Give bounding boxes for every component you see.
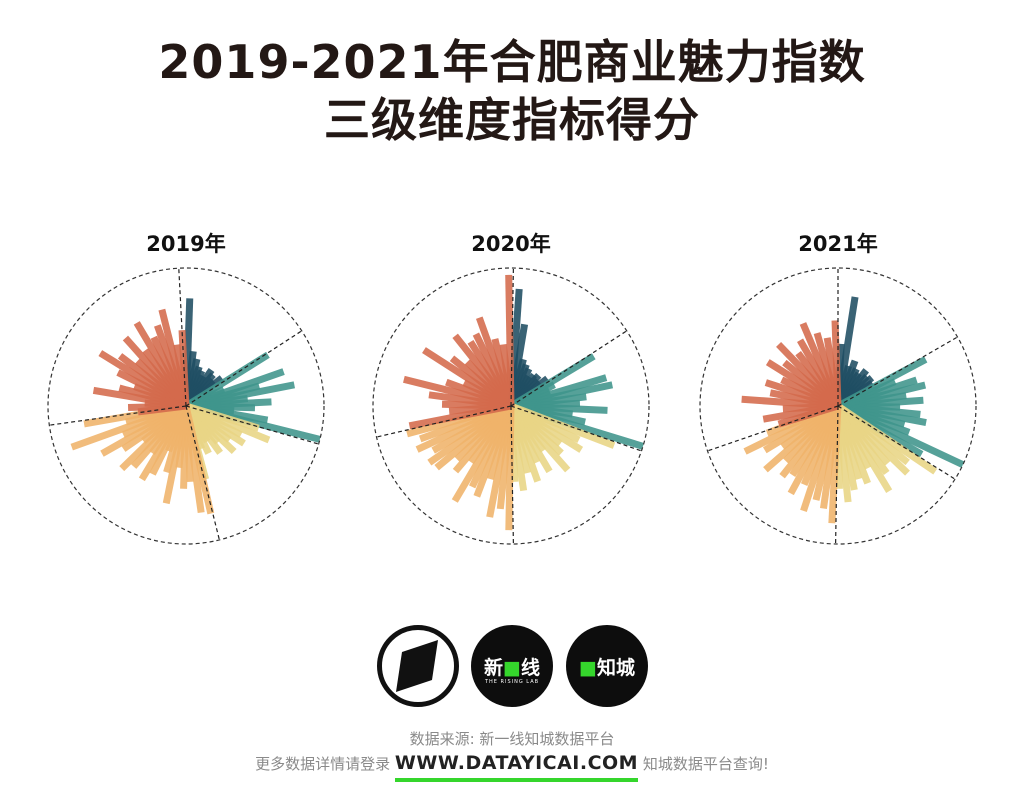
logo2-right-text: 线 [520, 657, 540, 679]
footer-prefix: 更多数据详情请登录 [255, 755, 391, 773]
chart-title-line1: 2019-2021年合肥商业魅力指数 [158, 35, 866, 89]
logo2-left-text: 新 [484, 657, 504, 679]
year-label-2021: 2021年 [798, 232, 878, 256]
outer-dashed-circle [372, 267, 650, 545]
flag-icon: ■ [503, 657, 521, 679]
sector-divider [185, 330, 303, 407]
sector-divider [837, 336, 958, 407]
radial-bar [505, 274, 515, 407]
sector-divider [185, 405, 220, 541]
sector-divider [376, 405, 512, 438]
logo-rising-lab: 新■线 THE RISING LAB [471, 625, 553, 707]
year-label-2020: 2020年 [471, 232, 551, 256]
footer-more-info: 更多数据详情请登录 WWW.DATAYICAI.COM 知城数据平台查询! [0, 752, 1024, 782]
data-source: 数据来源: 新一线知城数据平台 [409, 730, 615, 748]
flag-icon: ■ [579, 657, 597, 679]
outer-dashed-circle [47, 267, 325, 545]
logo-yicai-icon [377, 625, 459, 707]
sector-divider [510, 268, 515, 407]
sector-divider [185, 405, 319, 445]
logo2-subtitle: THE RISING LAB [484, 679, 540, 685]
chart-title-line2: 三级维度指标得分 [324, 93, 700, 147]
radial-chart-2021 [699, 267, 977, 545]
sector-divider [834, 405, 839, 544]
sector-divider [510, 330, 628, 407]
sector-divider [707, 405, 839, 452]
sector-divider [510, 405, 642, 452]
sector-divider [49, 405, 187, 426]
outer-dashed-circle [699, 267, 977, 545]
website-link[interactable]: WWW.DATAYICAI.COM [394, 752, 639, 782]
sector-divider [837, 405, 956, 480]
logo3-text: 知城 [596, 657, 635, 679]
logo-zhicheng: ■知城 [566, 625, 648, 707]
radial-chart-2020 [372, 267, 650, 545]
year-label-2019: 2019年 [146, 232, 226, 256]
sector-divider [510, 405, 515, 544]
footer-suffix: 知城数据平台查询! [642, 755, 769, 773]
logo-row: 新■线 THE RISING LAB ■知城 [0, 625, 1024, 707]
sector-divider [178, 268, 187, 407]
radial-chart-2019 [47, 267, 325, 545]
